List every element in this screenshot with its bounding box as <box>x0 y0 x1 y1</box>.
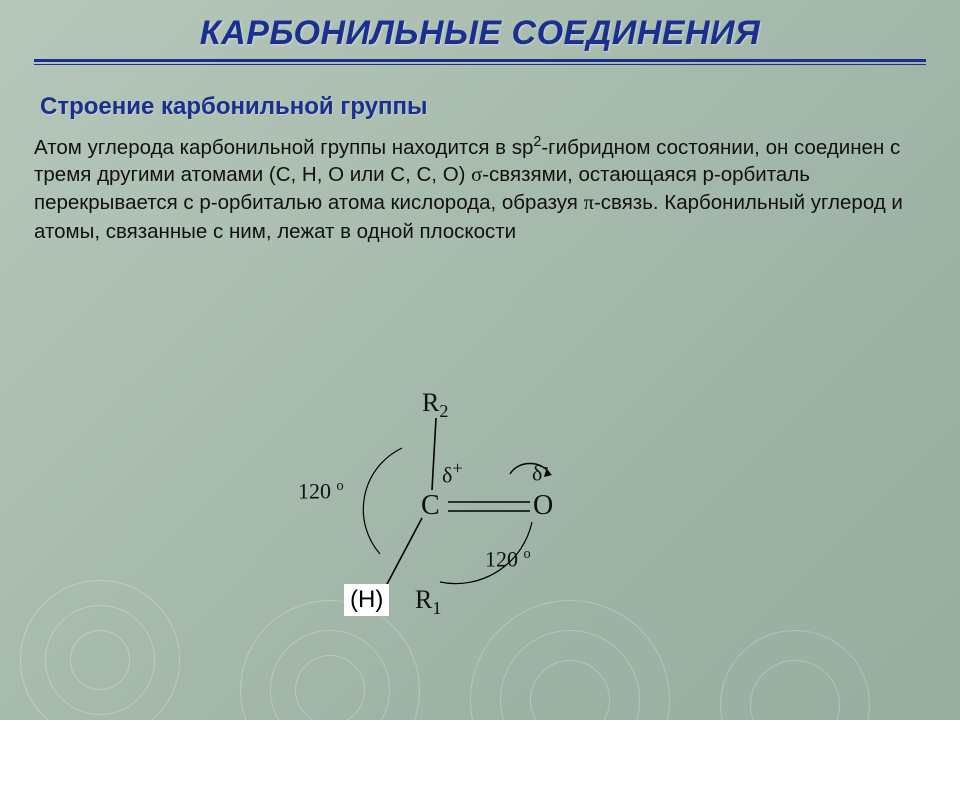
delta-minus: δ- <box>532 456 548 486</box>
angle-label-left: 120 o <box>298 478 344 504</box>
substituent-h: (H) <box>344 584 389 616</box>
carbonyl-structure-diagram: C O R2 R1 (H) 120 o 120 o δ+ δ- <box>280 370 620 650</box>
atom-label-c: C <box>421 490 440 522</box>
slide-content: КАРБОНИЛЬНЫЕ СОЕДИНЕНИЯ Строение карбони… <box>0 0 960 720</box>
angle-label-right: 120 o <box>485 546 531 572</box>
atom-label-o: O <box>533 490 553 522</box>
slide-title: КАРБОНИЛЬНЫЕ СОЕДИНЕНИЯ <box>34 14 926 53</box>
diagram-svg <box>280 370 620 650</box>
substituent-r1: R1 <box>415 585 441 619</box>
slide-subtitle: Строение карбонильной группы <box>40 93 926 121</box>
body-paragraph: Атом углерода карбонильной группы находи… <box>34 133 926 245</box>
delta-plus: δ+ <box>442 458 463 488</box>
title-underline <box>34 59 926 65</box>
substituent-r2: R2 <box>422 388 448 422</box>
